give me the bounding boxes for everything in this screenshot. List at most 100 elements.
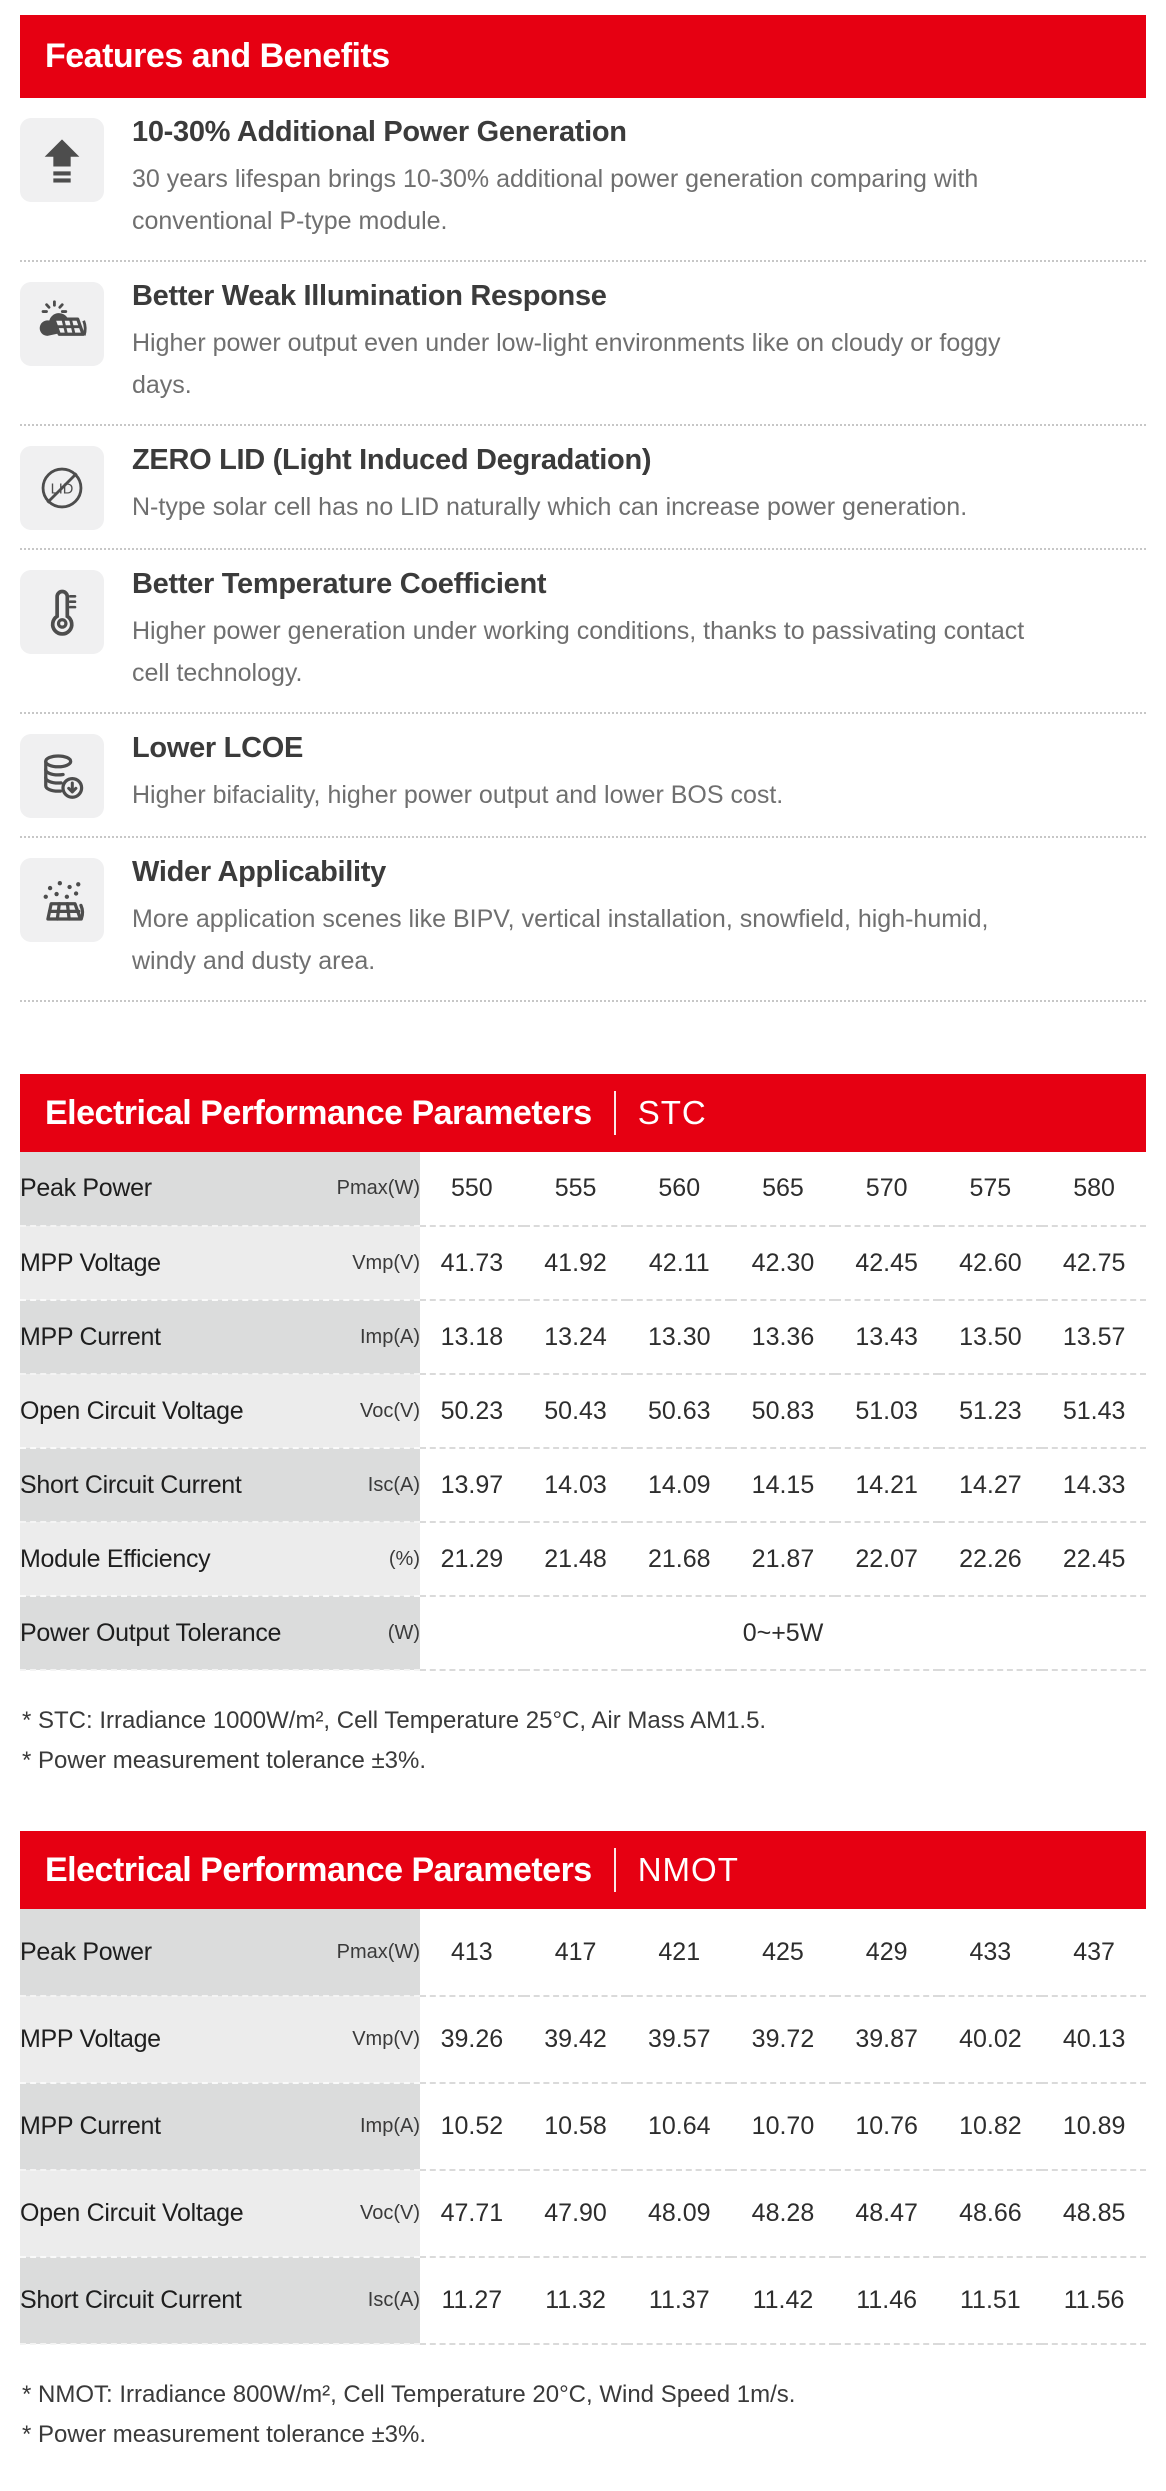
feature-title: Wider Applicability bbox=[132, 856, 386, 888]
param-unit: Pmax(W) bbox=[336, 1177, 420, 1199]
param-label: MPP Voltage bbox=[20, 1248, 161, 1277]
stc-footnotes: * STC: Irradiance 1000W/m², Cell Tempera… bbox=[22, 1707, 1146, 1775]
value-cell: 48.66 bbox=[938, 2170, 1043, 2258]
value-cell: 48.09 bbox=[627, 2170, 732, 2258]
value-cell: 42.30 bbox=[731, 1226, 835, 1301]
param-label: Open Circuit Voltage bbox=[20, 1396, 244, 1425]
footnote: * Power measurement tolerance ±3%. bbox=[22, 2421, 427, 2448]
value-cell: 565 bbox=[731, 1152, 835, 1227]
nmot-table: Peak Power Pmax(W) 413 417 421 425 429 4… bbox=[20, 1909, 1146, 2345]
table-row-module-efficiency: Module Efficiency (%) 21.29 21.48 21.68 … bbox=[20, 1522, 1146, 1597]
value-cell: 11.32 bbox=[523, 2257, 628, 2345]
value-cell: 10.64 bbox=[627, 2083, 732, 2171]
feature-description: Higher power output even under low-light… bbox=[132, 329, 1001, 399]
value-cell: 22.07 bbox=[834, 1522, 939, 1597]
table-row-short-circuit-current: Short Circuit Current Isc(A) 13.97 14.03… bbox=[20, 1448, 1146, 1523]
value-cell: 580 bbox=[1042, 1152, 1146, 1227]
stc-table: Peak Power Pmax(W) 550 555 560 565 570 5… bbox=[20, 1152, 1146, 1671]
value-cell: 13.50 bbox=[938, 1300, 1043, 1375]
value-cell: 575 bbox=[938, 1152, 1043, 1227]
value-cell: 13.30 bbox=[627, 1300, 732, 1375]
title-divider-line bbox=[613, 1848, 616, 1892]
value-cell: 437 bbox=[1042, 1909, 1146, 1997]
param-label: Short Circuit Current bbox=[20, 2286, 242, 2314]
param-unit: Voc(V) bbox=[359, 2202, 420, 2224]
param-label: Power Output Tolerance bbox=[20, 1618, 282, 1647]
value-cell: 42.11 bbox=[627, 1226, 732, 1301]
value-cell: 21.29 bbox=[420, 1522, 524, 1597]
value-cell: 39.42 bbox=[523, 1996, 628, 2084]
value-cell: 50.83 bbox=[731, 1374, 835, 1449]
table-row-mpp-current: MPP Current Imp(A) 13.18 13.24 13.30 13.… bbox=[20, 1300, 1146, 1375]
features-section: Features and Benefits 10-30% Additional … bbox=[20, 15, 1146, 1002]
param-label: Short Circuit Current bbox=[20, 1470, 242, 1499]
param-label: Peak Power bbox=[20, 1937, 152, 1966]
value-cell: 10.70 bbox=[731, 2083, 835, 2171]
value-cell: 11.46 bbox=[834, 2257, 939, 2345]
footnote: * STC: Irradiance 1000W/m², Cell Tempera… bbox=[22, 1707, 767, 1734]
value-cell: 21.48 bbox=[523, 1522, 628, 1597]
param-label: MPP Voltage bbox=[20, 2025, 161, 2053]
feature-title: Better Temperature Coefficient bbox=[132, 568, 547, 600]
stc-section-header: Electrical Performance Parameters STC bbox=[20, 1074, 1146, 1152]
value-cell: 48.47 bbox=[834, 2170, 939, 2258]
value-cell: 51.23 bbox=[938, 1374, 1043, 1449]
param-unit: Pmax(W) bbox=[336, 1940, 420, 1963]
value-cell: 50.43 bbox=[523, 1374, 628, 1449]
param-label: MPP Current bbox=[20, 1322, 161, 1351]
feature-item-additional-power: 10-30% Additional Power Generation 30 ye… bbox=[20, 98, 1146, 262]
snow-panel-icon bbox=[20, 858, 104, 942]
table-row-mpp-voltage: MPP Voltage Vmp(V) 39.26 39.42 39.57 39.… bbox=[20, 1996, 1146, 2084]
value-cell: 50.63 bbox=[627, 1374, 732, 1449]
table-row-open-circuit-voltage: Open Circuit Voltage Voc(V) 50.23 50.43 … bbox=[20, 1374, 1146, 1449]
param-unit: Imp(A) bbox=[360, 1325, 420, 1348]
value-cell: 22.45 bbox=[1042, 1522, 1146, 1597]
value-cell-span: 0~+5W bbox=[420, 1596, 1146, 1671]
param-label: Open Circuit Voltage bbox=[20, 2199, 244, 2227]
value-cell: 47.90 bbox=[523, 2170, 628, 2258]
value-cell: 51.03 bbox=[834, 1374, 939, 1449]
table-row-peak-power: Peak Power Pmax(W) 550 555 560 565 570 5… bbox=[20, 1152, 1146, 1227]
value-cell: 425 bbox=[731, 1909, 835, 1997]
value-cell: 13.18 bbox=[420, 1300, 524, 1375]
value-cell: 14.09 bbox=[627, 1448, 732, 1523]
value-cell: 42.45 bbox=[834, 1226, 939, 1301]
value-cell: 39.57 bbox=[627, 1996, 732, 2084]
param-unit: Isc(A) bbox=[367, 2289, 420, 2311]
section-subtitle: NMOT bbox=[637, 1851, 739, 1888]
param-label: Peak Power bbox=[20, 1174, 152, 1202]
coins-icon bbox=[20, 734, 104, 818]
value-cell: 433 bbox=[938, 1909, 1043, 1997]
value-cell: 41.73 bbox=[420, 1226, 524, 1301]
feature-description: More application scenes like BIPV, verti… bbox=[132, 905, 989, 975]
value-cell: 21.87 bbox=[731, 1522, 835, 1597]
feature-title: 10-30% Additional Power Generation bbox=[132, 116, 627, 148]
value-cell: 11.51 bbox=[938, 2257, 1043, 2345]
feature-title: Lower LCOE bbox=[132, 732, 304, 764]
value-cell: 13.97 bbox=[420, 1448, 524, 1523]
section-subtitle: STC bbox=[637, 1094, 707, 1131]
title-divider-line bbox=[613, 1091, 616, 1135]
table-row-open-circuit-voltage: Open Circuit Voltage Voc(V) 47.71 47.90 … bbox=[20, 2170, 1146, 2258]
features-section-header: Features and Benefits bbox=[20, 15, 1146, 98]
value-cell: 39.87 bbox=[834, 1996, 939, 2084]
value-cell: 14.15 bbox=[731, 1448, 835, 1523]
table-row-short-circuit-current: Short Circuit Current Isc(A) 11.27 11.32… bbox=[20, 2257, 1146, 2345]
value-cell: 13.57 bbox=[1042, 1300, 1146, 1375]
footnote: * Power measurement tolerance ±3%. bbox=[22, 1747, 427, 1774]
value-cell: 14.33 bbox=[1042, 1448, 1146, 1523]
feature-item-weak-illumination: Better Weak Illumination Response Higher… bbox=[20, 262, 1146, 426]
nmot-section-header: Electrical Performance Parameters NMOT bbox=[20, 1831, 1146, 1909]
value-cell: 11.42 bbox=[731, 2257, 835, 2345]
feature-item-temperature-coefficient: Better Temperature Coefficient Higher po… bbox=[20, 550, 1146, 714]
feature-description: N-type solar cell has no LID naturally w… bbox=[132, 493, 968, 521]
table-row-peak-power: Peak Power Pmax(W) 413 417 421 425 429 4… bbox=[20, 1909, 1146, 1997]
table-row-power-output-tolerance: Power Output Tolerance (W) 0~+5W bbox=[20, 1596, 1146, 1671]
value-cell: 40.02 bbox=[938, 1996, 1043, 2084]
feature-list: 10-30% Additional Power Generation 30 ye… bbox=[20, 98, 1146, 1002]
thermometer-icon bbox=[20, 570, 104, 654]
value-cell: 14.27 bbox=[938, 1448, 1043, 1523]
value-cell: 10.52 bbox=[420, 2083, 524, 2171]
table-row-mpp-current: MPP Current Imp(A) 10.52 10.58 10.64 10.… bbox=[20, 2083, 1146, 2171]
